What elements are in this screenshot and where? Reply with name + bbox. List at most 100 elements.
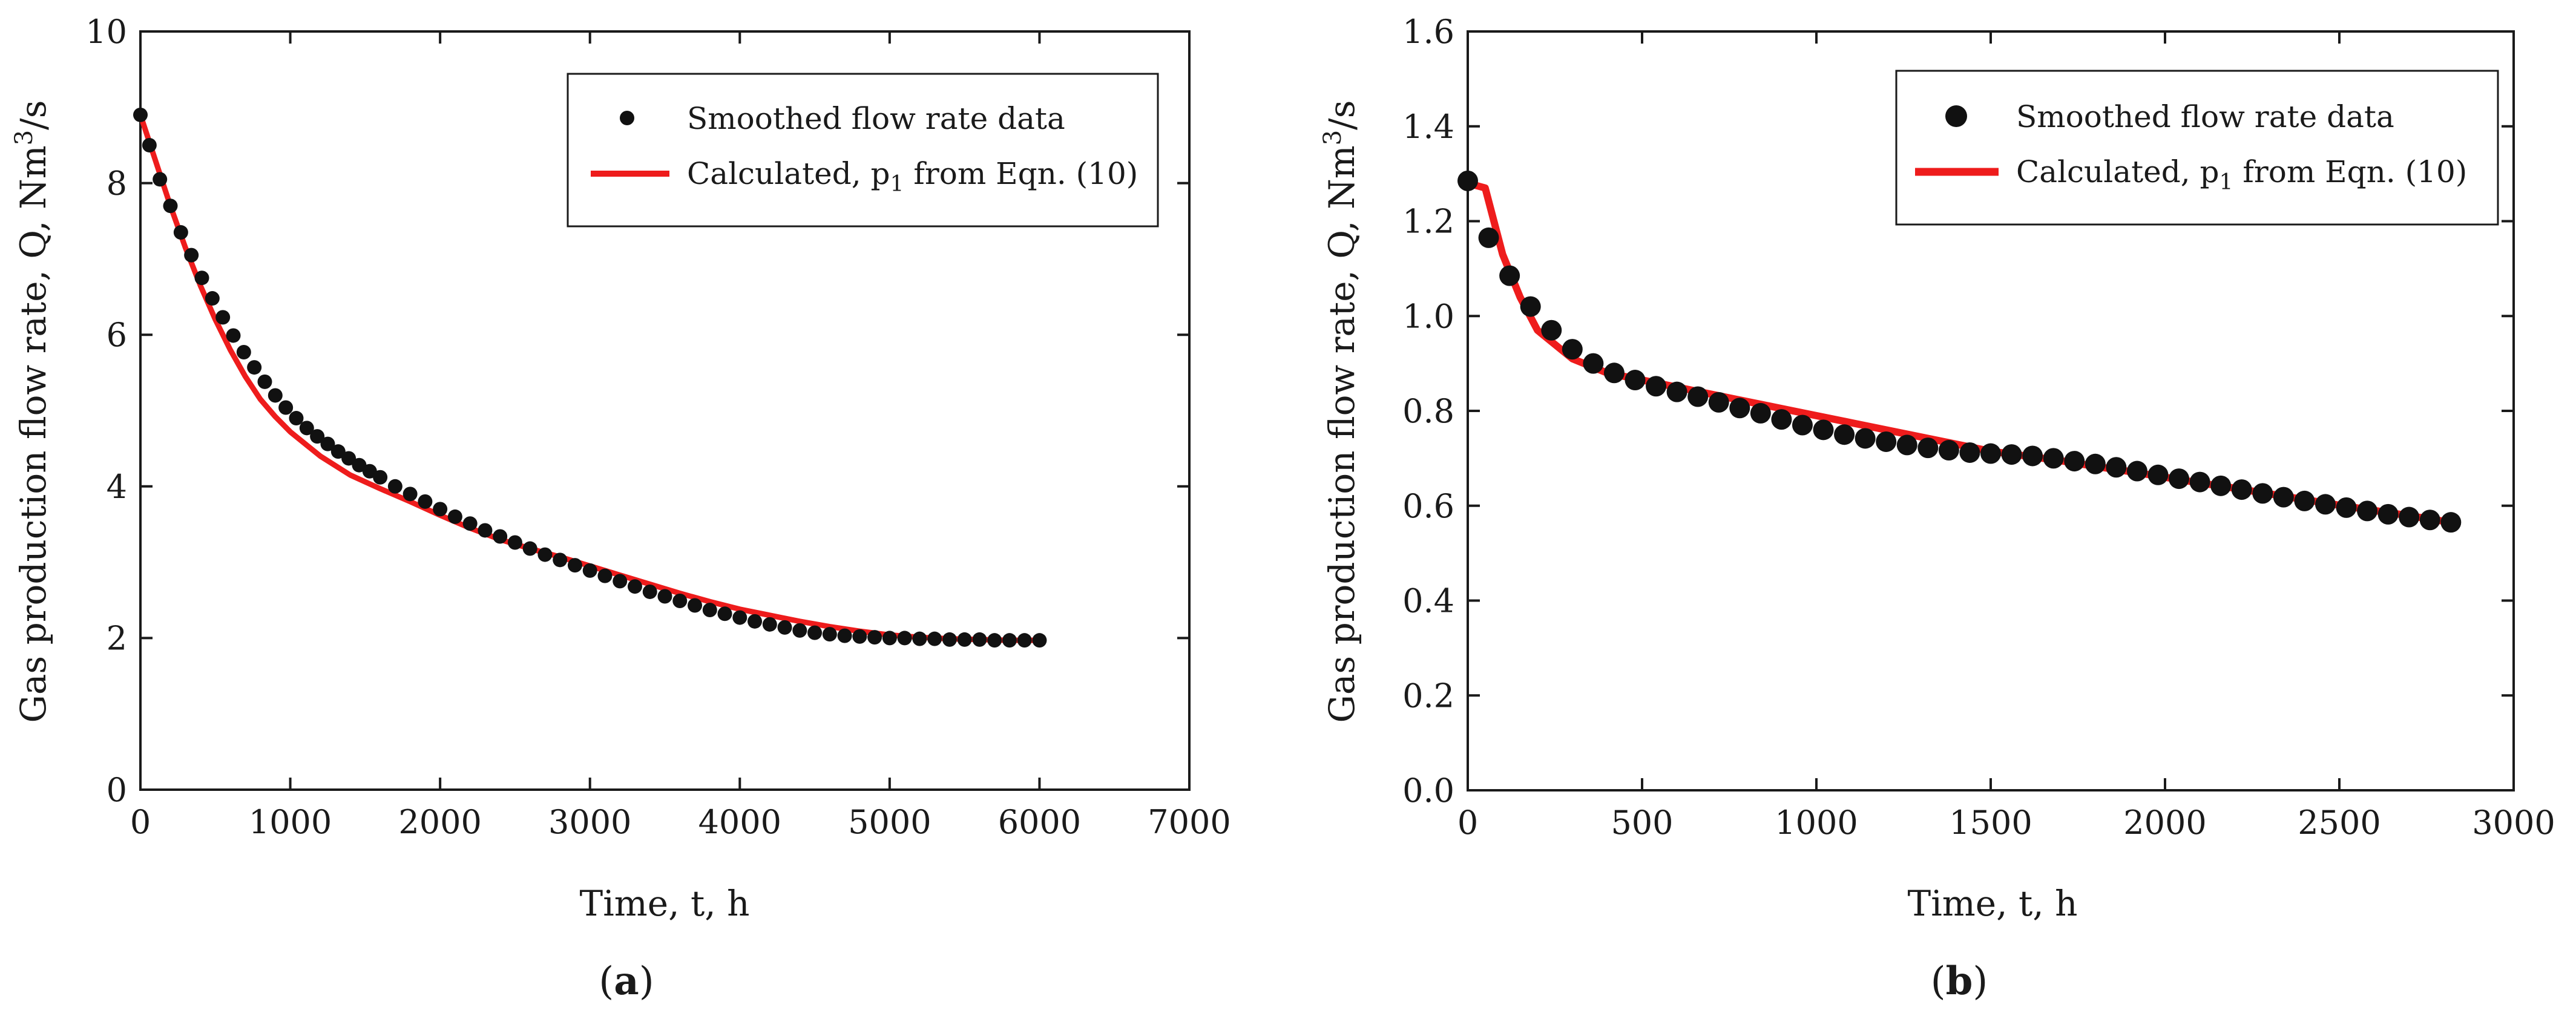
data-point [702, 603, 717, 618]
data-point [1666, 381, 1687, 402]
data-point [1896, 434, 1917, 456]
data-point [268, 388, 283, 403]
y-tick-label: 0.0 [1402, 772, 1454, 810]
x-tick-label: 2000 [2123, 804, 2206, 842]
data-point [1646, 376, 1667, 397]
calculated-line [137, 112, 1042, 643]
data-point [972, 632, 987, 647]
data-point [352, 457, 367, 473]
y-tick-label: 1.6 [1402, 13, 1454, 51]
data-point [194, 270, 209, 286]
y-tick-label: 1.0 [1402, 297, 1454, 335]
data-point [320, 436, 335, 451]
data-point [2336, 497, 2357, 518]
data-point [1834, 424, 1855, 445]
y-tick-label: 2 [107, 619, 127, 657]
legend-marker-smoothed-b [1945, 105, 1967, 127]
y-tick-label: 0.4 [1402, 582, 1454, 620]
data-point [1980, 443, 2001, 464]
y-tick-label: 1.2 [1402, 203, 1454, 241]
x-tick-label: 3000 [2472, 804, 2555, 842]
data-point [2419, 510, 2440, 531]
data-point [912, 631, 927, 646]
plot-area-a [139, 30, 1191, 791]
data-point [402, 487, 418, 502]
x-tick-label: 5000 [848, 803, 931, 841]
data-point [2169, 468, 2190, 490]
data-point [792, 623, 807, 638]
data-point [882, 631, 897, 646]
calculated-series-b [1464, 179, 2455, 526]
data-point [762, 617, 777, 632]
data-point [1002, 633, 1017, 648]
data-point [717, 606, 732, 621]
data-point [133, 107, 148, 122]
data-point [732, 610, 748, 625]
data-point [418, 494, 433, 509]
panel-label-a: (a) [599, 959, 654, 1004]
data-point [289, 411, 304, 426]
data-point [247, 360, 262, 375]
panel-label-b: (b) [1931, 959, 1988, 1004]
data-point [582, 563, 597, 578]
data-point [184, 247, 199, 263]
data-point [2231, 479, 2252, 500]
data-point [1625, 370, 1646, 391]
smoothed-series-a [133, 107, 1047, 648]
data-point [205, 291, 220, 306]
data-point [226, 328, 241, 343]
data-point [236, 345, 251, 360]
x-tick-label: 3000 [548, 803, 631, 841]
legend-label-smoothed-b: Smoothed flow rate data [2016, 99, 2394, 134]
calculated-line [1464, 179, 2455, 526]
data-point [1583, 353, 1604, 374]
data-point [153, 172, 168, 187]
x-axis-label-a: Time, t, h [580, 883, 750, 924]
data-point [597, 568, 613, 583]
y-tick-label: 4 [107, 468, 127, 506]
data-point [2273, 487, 2294, 508]
data-point [1917, 438, 1939, 459]
y-tick-label: 1.4 [1402, 108, 1454, 146]
data-point [867, 630, 882, 645]
data-point [822, 627, 837, 642]
data-point [2377, 503, 2399, 525]
x-tick-label: 1500 [1949, 804, 2032, 842]
data-point [2210, 475, 2232, 496]
x-tick-label: 2000 [398, 803, 481, 841]
data-point [627, 579, 642, 594]
y-tick-label: 0.2 [1402, 677, 1454, 715]
legend-b [1895, 70, 2499, 226]
data-point [2043, 448, 2064, 469]
data-point [462, 516, 478, 531]
data-point [387, 479, 402, 494]
data-point [1750, 402, 1771, 424]
data-point [215, 310, 231, 325]
data-point [1603, 362, 1625, 384]
x-tick-label: 0 [130, 803, 151, 841]
data-point [777, 620, 792, 635]
data-point [310, 429, 325, 444]
y-axis-label-a: Gas production flow rate, Q, Nm3/s [10, 100, 54, 723]
data-point [2357, 500, 2378, 522]
data-point [173, 225, 188, 240]
x-axis-label-b: Time, t, h [1908, 883, 2078, 924]
data-point [507, 535, 522, 550]
data-point [1876, 431, 1897, 452]
data-point [299, 421, 314, 436]
data-point [1959, 442, 1980, 463]
legend-label-calculated-b: Calculated, p1 from Eqn. (10) [2016, 154, 2467, 195]
data-point [1792, 415, 1813, 436]
data-point [1813, 419, 1834, 441]
data-point [373, 470, 388, 485]
data-point [478, 523, 493, 538]
legend-a [567, 73, 1159, 228]
y-tick-label: 0.8 [1402, 392, 1454, 430]
y-tick-label: 6 [107, 316, 127, 354]
data-point [2147, 464, 2169, 485]
data-point [447, 509, 462, 524]
data-point [1855, 428, 1876, 449]
data-point [537, 547, 553, 562]
plot-area-b [1467, 30, 2515, 791]
